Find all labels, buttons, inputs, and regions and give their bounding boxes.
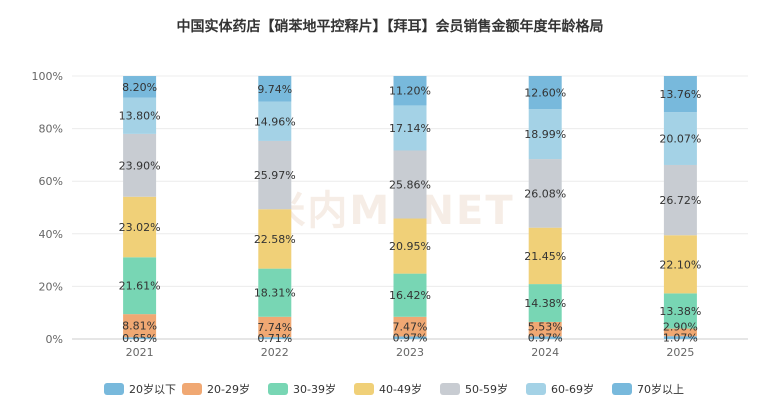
data-label: 0.71%: [257, 332, 292, 345]
legend-swatch: [612, 383, 632, 395]
y-tick-label: 60%: [39, 175, 63, 188]
data-label: 23.02%: [119, 221, 161, 234]
data-label: 22.58%: [254, 233, 296, 246]
data-label: 16.42%: [389, 289, 431, 302]
data-label: 25.97%: [254, 169, 296, 182]
bar-segment: [123, 314, 157, 338]
bar-segment: [528, 284, 562, 322]
data-label: 18.31%: [254, 287, 296, 300]
legend-swatch: [268, 383, 288, 395]
bar-segment: [528, 227, 562, 285]
data-label: 8.20%: [122, 81, 157, 94]
data-label: 7.74%: [257, 321, 292, 334]
legend-swatch: [104, 383, 124, 395]
data-label: 26.72%: [659, 194, 701, 207]
legend-swatch: [440, 383, 460, 395]
bar-segment: [258, 316, 292, 338]
y-tick-label: 100%: [32, 70, 63, 83]
y-tick-label: 40%: [39, 228, 63, 241]
bar-segment: [663, 164, 697, 236]
bar-segment: [393, 218, 427, 274]
legend-label: 40-49岁: [379, 382, 422, 396]
watermark: 米内MENET: [265, 188, 515, 234]
data-label: 2.90%: [663, 321, 698, 334]
data-label: 13.76%: [659, 88, 701, 101]
legend-label: 30-39岁: [293, 382, 336, 396]
bar-segment: [528, 76, 562, 110]
data-label: 26.08%: [524, 187, 566, 200]
data-label: 0.97%: [393, 332, 428, 345]
bar-segment: [393, 273, 427, 317]
data-label: 13.80%: [119, 110, 161, 123]
data-label: 12.60%: [524, 87, 566, 100]
bar-segment: [528, 159, 562, 228]
bar-segment: [528, 336, 562, 339]
data-label: 23.90%: [119, 159, 161, 172]
data-label: 13.38%: [659, 305, 701, 318]
bar-segment: [663, 112, 697, 165]
bar-segment: [393, 150, 427, 219]
legend-swatch: [182, 383, 202, 395]
legend-swatch: [526, 383, 546, 395]
data-label: 20.95%: [389, 240, 431, 253]
bar-segment: [123, 257, 157, 315]
x-tick-label: 2021: [126, 346, 154, 359]
bar-segment: [123, 133, 157, 197]
data-label: 11.20%: [389, 85, 431, 98]
legend-label: 50-59岁: [465, 382, 508, 396]
bar-segment: [123, 97, 157, 134]
bar-segment: [258, 209, 292, 269]
data-label: 5.53%: [528, 321, 563, 334]
data-label: 8.81%: [122, 320, 157, 333]
bar-segment: [393, 105, 427, 151]
x-tick-label: 2025: [666, 346, 694, 359]
data-label: 9.74%: [257, 83, 292, 96]
bar-segment: [663, 336, 697, 339]
legend-label: 20岁以下: [129, 382, 176, 396]
data-label: 21.45%: [524, 250, 566, 263]
data-label: 0.97%: [528, 332, 563, 345]
bar-segment: [258, 268, 292, 317]
data-label: 14.96%: [254, 115, 296, 128]
bar-segment: [123, 196, 157, 258]
bar-segment: [393, 75, 427, 106]
bar-segment: [393, 316, 427, 337]
bar-segment: [528, 109, 562, 160]
data-label: 25.86%: [389, 179, 431, 192]
chart-title: 中国实体药店【硝苯地平控释片】【拜耳】会员销售金额年度年龄格局: [176, 19, 604, 35]
x-tick-label: 2022: [261, 346, 289, 359]
legend-swatch: [354, 383, 374, 395]
data-label: 17.14%: [389, 122, 431, 135]
bar-segment: [258, 337, 292, 339]
bar-segment: [258, 75, 292, 102]
data-label: 1.07%: [663, 332, 698, 345]
bar-segment: [663, 76, 697, 113]
bar-segment: [123, 337, 157, 339]
bar-segment: [663, 328, 697, 337]
bar-segment: [528, 321, 562, 337]
y-tick-label: 80%: [39, 123, 63, 136]
bar-segment: [663, 293, 697, 329]
x-tick-label: 2023: [396, 346, 424, 359]
y-tick-label: 20%: [39, 280, 63, 293]
data-label: 14.38%: [524, 297, 566, 310]
data-label: 20.07%: [659, 133, 701, 146]
bar-segment: [258, 140, 292, 210]
legend-label: 70岁以上: [637, 382, 684, 396]
bar-segment: [393, 336, 427, 339]
legend-label: 20-29岁: [207, 382, 250, 396]
x-tick-label: 2024: [531, 346, 559, 359]
data-label: 22.10%: [659, 258, 701, 271]
data-label: 0.65%: [122, 332, 157, 345]
legend-label: 60-69岁: [551, 382, 594, 396]
y-tick-label: 0%: [46, 333, 63, 346]
bar-segment: [258, 101, 292, 141]
data-label: 7.47%: [393, 321, 428, 334]
data-label: 18.99%: [524, 128, 566, 141]
data-label: 21.61%: [119, 280, 161, 293]
bar-segment: [663, 235, 697, 294]
bar-segment: [123, 76, 157, 98]
